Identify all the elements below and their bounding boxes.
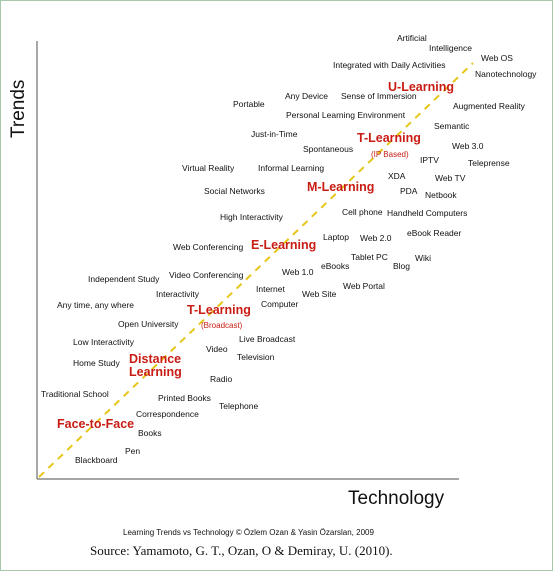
trend-term: Traditional School [41,389,109,399]
technology-term: Web OS [481,53,513,63]
technology-term: Nanotechnology [475,69,537,79]
technology-term: Laptop [323,232,349,242]
trend-term: Low Interactivity [73,337,134,347]
stage-e-learning: E-Learning [251,238,317,252]
technology-term: Cell phone [342,207,383,217]
trend-term: Video Conferencing [169,270,244,280]
trends-vs-technology-diagram [36,41,474,480]
trend-term: Home Study [73,358,120,368]
trend-term: Intelligence [429,43,473,53]
technology-term: Internet [256,284,285,294]
technology-term: Wiki [415,253,432,263]
trend-term: Web Conferencing [173,242,244,252]
trend-term: Personal Learning Environment [286,110,406,120]
technology-term: Pen [125,446,141,456]
technology-term: Blackboard [75,455,118,465]
trend-term: Independent Study [88,274,160,284]
trend-term: Artificial [397,33,427,43]
technology-term: Telephone [219,401,259,411]
technology-term: Web 3.0 [452,141,484,151]
technology-term: PDA [400,186,418,196]
trend-term: Social Networks [204,186,265,196]
technology-term: Semantic [434,121,470,131]
technology-term: Web 2.0 [360,233,392,243]
figure-source-citation: Source: Yamamoto, G. T., Ozan, O & Demir… [90,543,393,558]
technology-term: XDA [388,171,406,181]
trend-term: Informal Learning [258,163,325,173]
technology-term: Web Site [302,289,337,299]
technology-term: Teleprense [468,158,510,168]
trend-diagonal-line [38,62,474,478]
technology-term: Handheld Computers [387,208,468,218]
technology-term: Video [206,344,228,354]
stage-t-learning-ip: T-Learning [357,131,421,145]
technology-term: Blog [393,261,411,271]
stage-t-learning-broadcast: T-Learning [187,303,251,317]
trend-term: Open University [118,319,179,329]
trend-term: Any time, any where [57,300,135,310]
stage-distance-learning: Distance Learning [129,352,182,380]
stage-t-learning-broadcast-sub: (Broadcast) [201,321,243,330]
technology-term: Radio [210,374,233,384]
technology-term: eBooks [321,261,350,271]
stage-u-learning: U-Learning [388,80,454,94]
trend-term: Virtual Reality [182,163,235,173]
trend-term: Just-in-Time [251,129,298,139]
y-axis-label: Trends [8,79,29,138]
trend-term: High Interactivity [220,212,283,222]
technology-term: Web Portal [343,281,385,291]
technology-term: Live Broadcast [239,334,296,344]
technology-term: Web 1.0 [282,267,314,277]
technology-term: Netbook [425,190,457,200]
stage-face-to-face: Face-to-Face [57,417,135,431]
trend-term: Interactivity [156,289,199,299]
technology-term: Printed Books [158,393,211,403]
trend-term: Sense of Immersion [341,91,417,101]
figure-credit: Learning Trends vs Technology © Özlem Oz… [123,528,374,537]
trend-term: Integrated with Daily Activities [333,60,446,70]
technology-term: Computer [261,299,299,309]
x-axis-label: Technology [348,488,445,509]
trend-term: Spontaneous [303,144,354,154]
technology-term: Books [138,428,162,438]
technology-term: eBook Reader [407,228,462,238]
technology-term: Correspondence [136,409,199,419]
technology-term: Web TV [435,173,466,183]
stage-m-learning: M-Learning [307,180,375,194]
trend-term: Portable [233,99,265,109]
technology-term: Augmented Reality [453,101,525,111]
technology-term: Tablet PC [351,252,388,262]
stage-t-learning-ip-sub: (IP Based) [371,150,409,159]
technology-term: IPTV [420,155,439,165]
technology-term: Television [237,352,275,362]
trend-term: Any Device [285,91,328,101]
